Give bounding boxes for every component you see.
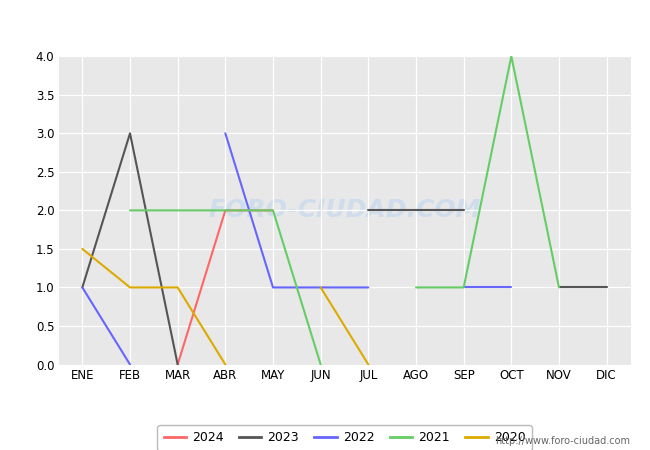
Text: http://www.foro-ciudad.com: http://www.foro-ciudad.com [495,436,630,446]
Text: Matriculaciones de Vehiculos en Santibáñez el Bajo: Matriculaciones de Vehiculos en Santibáñ… [101,14,549,33]
Text: FORO-CIUDAD.COM: FORO-CIUDAD.COM [208,198,481,222]
Legend: 2024, 2023, 2022, 2021, 2020: 2024, 2023, 2022, 2021, 2020 [157,425,532,450]
